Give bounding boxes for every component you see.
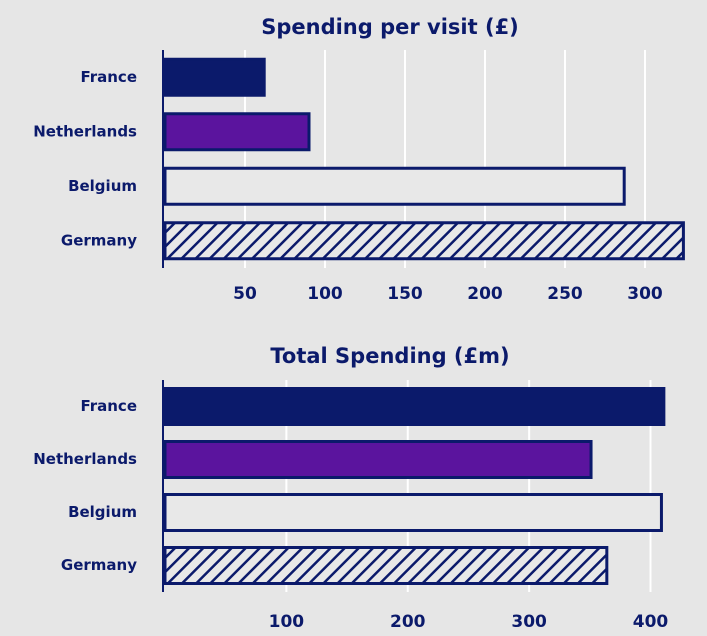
bar: [163, 221, 685, 261]
x-tick-label: 50: [233, 284, 257, 304]
y-tick-label: Germany: [61, 231, 137, 249]
bar: [163, 493, 663, 532]
x-tick-label: 100: [269, 612, 305, 632]
bar: [163, 112, 311, 152]
x-tick-label: 100: [307, 284, 343, 304]
y-tick-label: France: [80, 397, 137, 415]
y-tick-label: Netherlands: [33, 450, 137, 468]
x-tick-label: 200: [467, 284, 503, 304]
x-tick-label: 300: [627, 284, 663, 304]
bar: [163, 440, 593, 479]
bar: [163, 166, 626, 206]
x-tick-label: 300: [511, 612, 547, 632]
y-tick-label: Belgium: [68, 177, 137, 195]
x-tick-label: 250: [547, 284, 583, 304]
y-tick-label: Germany: [61, 556, 137, 574]
x-tick-label: 400: [633, 612, 669, 632]
bar: [163, 546, 609, 585]
bar: [163, 387, 666, 426]
x-tick-label: 200: [390, 612, 426, 632]
chart-title: Spending per visit (£): [261, 15, 519, 39]
y-tick-label: Belgium: [68, 503, 137, 521]
chart-title: Total Spending (£m): [270, 344, 509, 368]
x-tick-label: 150: [387, 284, 423, 304]
y-tick-label: Netherlands: [33, 122, 137, 140]
bar: [163, 57, 266, 97]
y-tick-label: France: [80, 68, 137, 86]
